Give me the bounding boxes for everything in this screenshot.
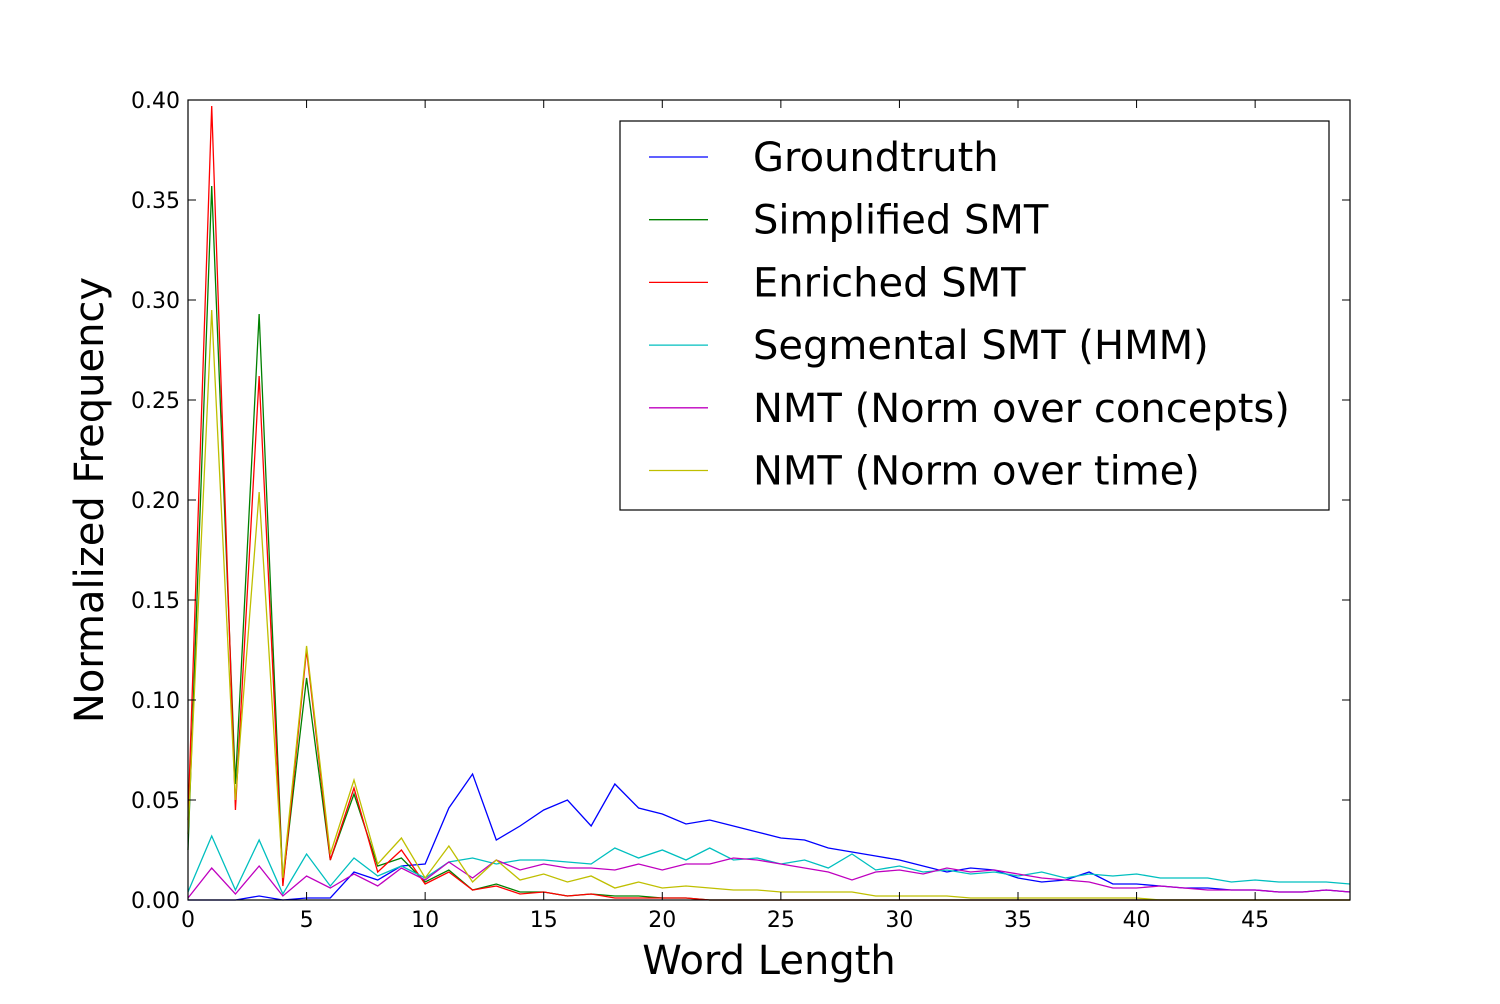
y-tick-label: 0.25: [131, 389, 180, 414]
y-tick-label: 0.35: [131, 189, 180, 214]
legend-label-2: Enriched SMT: [753, 260, 1026, 306]
legend-label-5: NMT (Norm over time): [753, 449, 1200, 495]
legend-label-4: NMT (Norm over concepts): [753, 386, 1290, 432]
series-line-4: [187, 857, 1351, 899]
y-tick-label: 0.05: [131, 789, 180, 814]
y-axis-label: Normalized Frequency: [67, 277, 113, 723]
ticks-layer: 0 5 10 15 20 25 30 35 40 45 0.00 0.05 0.10 0.15 0.20 0.…: [131, 89, 1350, 933]
x-tick-label: 0: [181, 908, 195, 933]
x-tick-label: 20: [648, 908, 676, 933]
legend-box: [619, 120, 1330, 511]
y-tick-label: 0.20: [131, 489, 180, 514]
x-tick-label: 40: [1123, 908, 1151, 933]
series-line-0: [188, 772, 1351, 901]
y-tick-label: 0.10: [131, 689, 180, 714]
y-tick-label: 0.40: [131, 89, 180, 114]
x-tick-label: 10: [411, 908, 439, 933]
x-tick-label: 35: [1004, 908, 1032, 933]
series-line-3: [187, 834, 1351, 896]
y-tick-label: 0.00: [131, 889, 180, 914]
x-tick-label: 5: [300, 908, 314, 933]
x-tick-label: 30: [885, 908, 913, 933]
plot-frame: [187, 99, 1351, 901]
x-tick-label: 15: [530, 908, 558, 933]
y-tick-label: 0.15: [131, 589, 180, 614]
legend-label-1: Simplified SMT: [753, 198, 1049, 244]
x-axis-label: Word Length: [642, 938, 896, 984]
legend-label-3: Segmental SMT (HMM): [753, 323, 1209, 369]
legend: Groundtruth Simplified SMT Enriched SMT Seg…: [619, 120, 1330, 511]
x-tick-label: 25: [767, 908, 795, 933]
y-tick-label: 0.30: [131, 289, 180, 314]
x-tick-label: 45: [1241, 908, 1269, 933]
legend-label-0: Groundtruth: [753, 135, 999, 181]
